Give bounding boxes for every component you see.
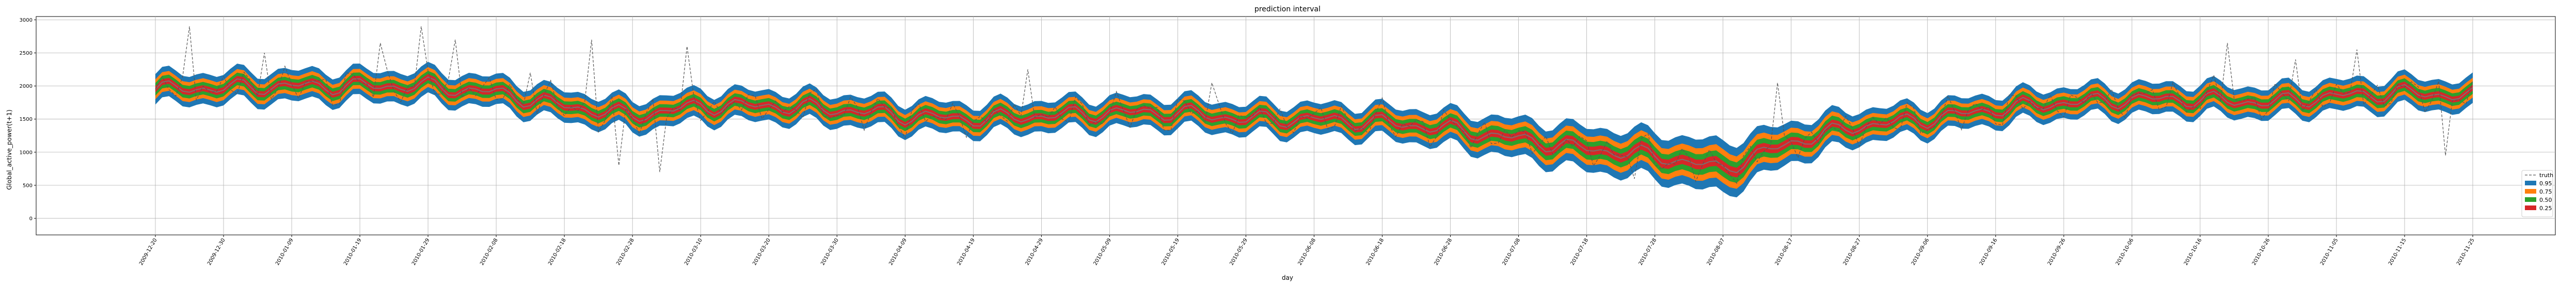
prediction-bands — [155, 61, 2473, 198]
x-tick-label: 2010-09-26 — [2047, 237, 2067, 266]
x-tick-label: 2010-06-18 — [1365, 237, 1386, 266]
x-tick-label: 2010-09-06 — [1911, 237, 1931, 266]
x-tick-label: 2010-07-08 — [1502, 237, 1522, 266]
x-tick-label: 2010-08-27 — [1842, 237, 1863, 266]
x-tick-label: 2010-02-18 — [547, 237, 567, 266]
y-tick-label: 500 — [23, 183, 33, 188]
legend-swatch-050 — [2525, 197, 2536, 202]
y-tick-label: 0 — [29, 216, 33, 221]
x-tick-label: 2010-03-20 — [752, 237, 772, 266]
x-tick-label: 2010-04-29 — [1024, 237, 1044, 266]
x-tick-label: 2010-04-19 — [956, 237, 976, 266]
x-tick-label: 2010-07-18 — [1570, 237, 1590, 266]
legend-label: truth — [2539, 172, 2553, 179]
x-tick-label: 2010-01-29 — [411, 237, 431, 266]
legend-label: 0.95 — [2539, 180, 2552, 187]
y-tick-label: 1000 — [20, 150, 33, 155]
x-tick-label: 2010-10-16 — [2183, 237, 2203, 266]
legend-swatch-025 — [2525, 205, 2536, 210]
y-axis-label: Global_active_power(t+1) — [6, 109, 13, 190]
x-tick-label: 2010-11-15 — [2388, 237, 2408, 266]
x-tick-label: 2010-08-07 — [1706, 237, 1726, 266]
x-tick-label: 2010-02-28 — [615, 237, 635, 266]
x-tick-label: 2010-11-25 — [2456, 237, 2476, 266]
y-tick-label: 1500 — [20, 117, 33, 122]
x-tick-label: 2010-03-30 — [820, 237, 840, 266]
x-tick-label: 2009-12-20 — [138, 237, 158, 266]
x-tick-label: 2010-03-10 — [683, 237, 704, 266]
y-axis-ticks: 0 500 1000 1500 2000 2500 3000 — [20, 18, 36, 221]
chart-title: prediction interval — [1254, 5, 1321, 13]
y-tick-label: 2000 — [20, 84, 33, 89]
x-tick-label: 2010-05-19 — [1160, 237, 1181, 266]
y-tick-label: 3000 — [20, 18, 33, 23]
x-tick-label: 2010-10-26 — [2251, 237, 2271, 266]
x-tick-label: 2010-05-09 — [1092, 237, 1112, 266]
truth-series — [155, 26, 2473, 184]
legend-swatch-095 — [2525, 181, 2536, 185]
legend-swatch-075 — [2525, 189, 2536, 194]
x-tick-label: 2010-01-09 — [275, 237, 295, 266]
x-tick-label: 2010-07-28 — [1638, 237, 1658, 266]
y-tick-label: 2500 — [20, 51, 33, 56]
truth-line — [155, 26, 2473, 184]
x-tick-label: 2010-01-19 — [343, 237, 363, 266]
x-tick-label: 2010-02-08 — [479, 237, 499, 266]
legend-label: 0.50 — [2539, 197, 2552, 203]
x-axis-label: day — [1282, 274, 1293, 281]
x-tick-label: 2010-06-28 — [1434, 237, 1454, 266]
x-tick-label: 2010-04-09 — [888, 237, 908, 266]
x-tick-label: 2010-06-08 — [1297, 237, 1317, 266]
x-tick-label: 2010-05-29 — [1229, 237, 1249, 266]
legend-label: 0.75 — [2539, 188, 2552, 195]
x-tick-label: 2010-10-06 — [2115, 237, 2135, 266]
legend-label: 0.25 — [2539, 205, 2552, 212]
x-tick-label: 2010-08-17 — [1774, 237, 1794, 266]
median-line — [155, 76, 2473, 173]
x-tick-label: 2010-09-16 — [1979, 237, 1999, 266]
x-axis-ticks: 2009-12-20 2009-12-30 2010-01-09 2010-01-19… — [138, 235, 2476, 266]
x-tick-label: 2009-12-30 — [206, 237, 227, 266]
x-tick-label: 2010-11-05 — [2319, 237, 2340, 266]
